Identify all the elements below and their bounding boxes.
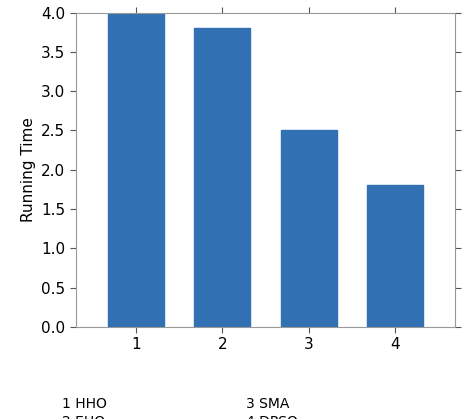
Bar	[367, 185, 423, 327]
Y-axis label: Running Time: Running Time	[20, 117, 36, 222]
Bar	[108, 13, 164, 327]
Text: 3 SMA: 3 SMA	[246, 397, 290, 411]
Bar	[194, 28, 250, 327]
Text: 1 HHO: 1 HHO	[62, 397, 107, 411]
Bar	[281, 130, 337, 327]
Text: 4 DPSO: 4 DPSO	[246, 416, 298, 419]
Text: 2 EHO: 2 EHO	[62, 416, 105, 419]
